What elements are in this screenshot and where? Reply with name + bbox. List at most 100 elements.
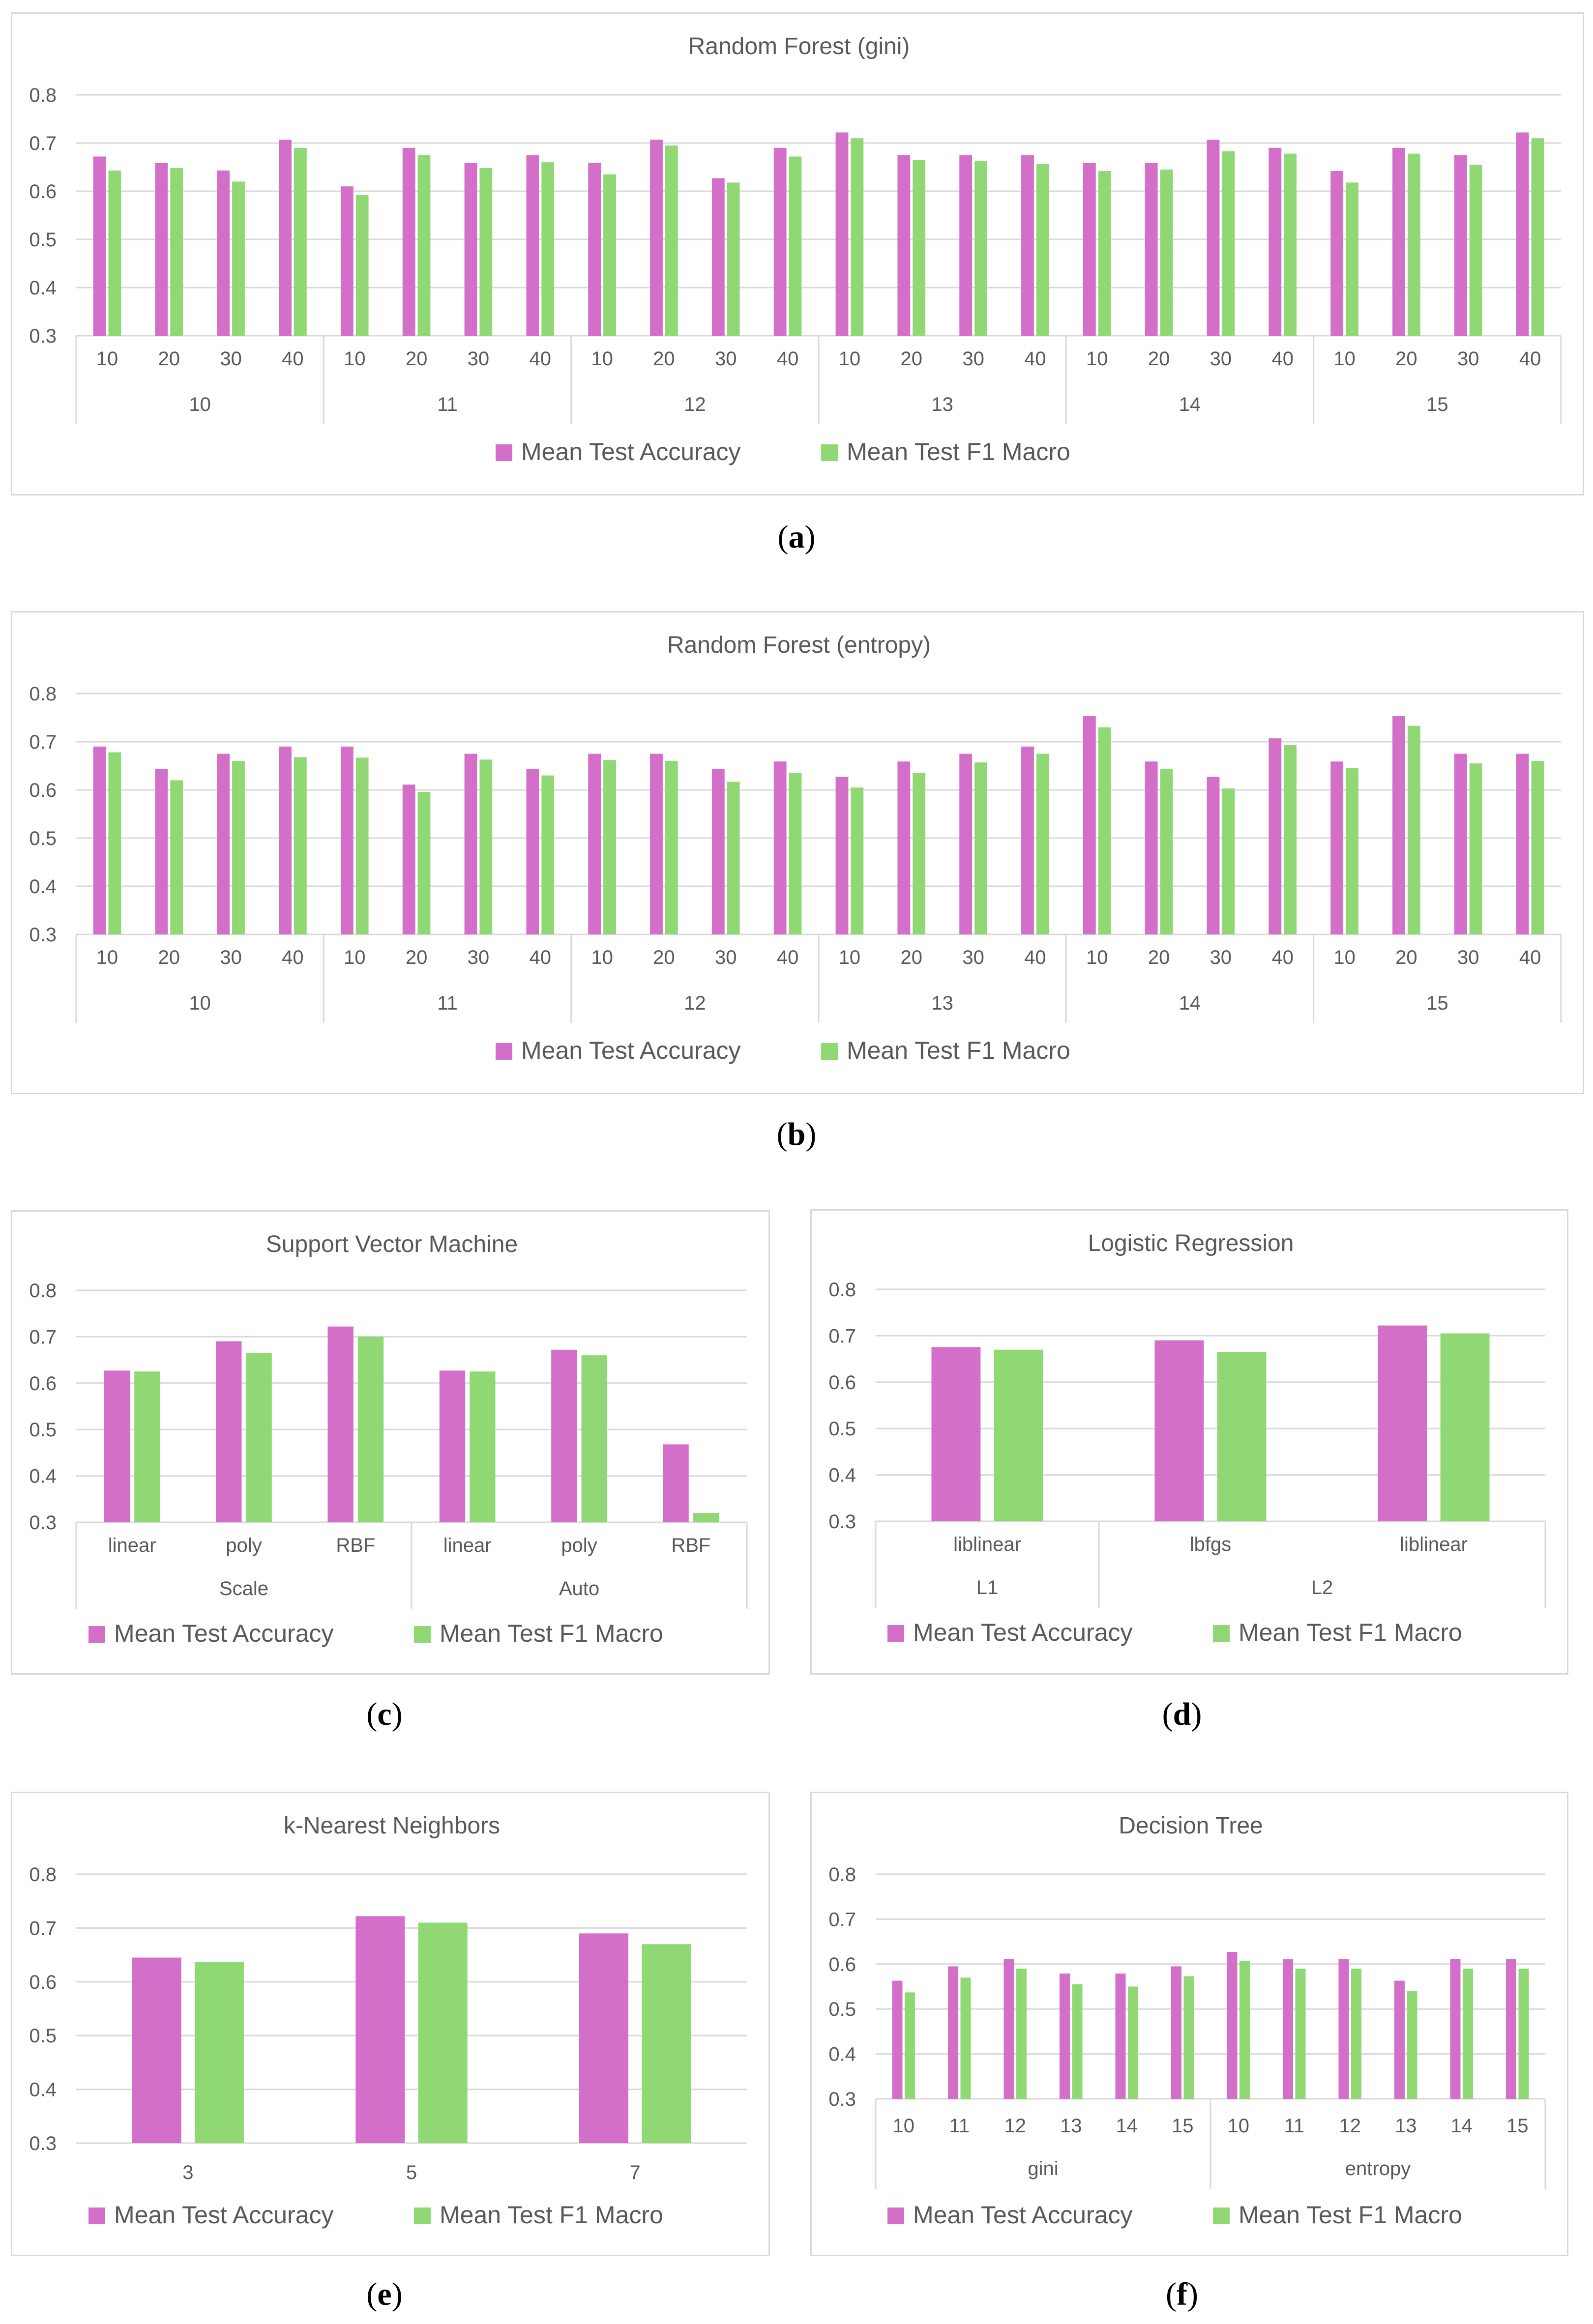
bar-mean-test-accuracy [439,1370,466,1522]
legend-swatch-f1 [414,1626,431,1643]
subfigure-label-a: (a) [777,519,816,555]
bar-mean-test-accuracy [1338,1959,1349,2099]
x-tick-label: 11 [949,2115,970,2137]
x-tick-label: 10 [839,947,861,968]
x-tick-label: 30 [1457,947,1479,968]
bar-mean-test-f1-macro [727,182,740,336]
bar-mean-test-accuracy [711,178,725,336]
bar-mean-test-accuracy [1083,163,1096,336]
bar-mean-test-accuracy [279,746,292,934]
chart-title: Random Forest (gini) [688,33,910,59]
legend-label-f1: Mean Test F1 Macro [1239,2201,1462,2229]
bar-mean-test-accuracy [1330,761,1344,934]
chart-panel-e: k-Nearest Neighbors 0.3 0.4 0.5 0.6 0.7 0.8 3 5 7… [11,1792,770,2256]
group-label: 13 [931,992,953,1014]
bar-mean-test-f1-macro [357,1336,384,1522]
bar-mean-test-f1-macro [108,170,121,336]
y-tick-label: 0.6 [29,181,57,203]
bar-mean-test-accuracy [464,754,477,934]
x-tick-label: 10 [1086,947,1108,968]
x-tick-label: 10 [839,348,861,370]
chart-title: Support Vector Machine [266,1231,518,1257]
y-tick-label: 0.7 [29,133,57,154]
bar-mean-test-f1-macro [1284,153,1297,336]
bar-mean-test-f1-macro [1407,1991,1417,2099]
bar-mean-test-accuracy [959,754,973,934]
group-label: 14 [1179,992,1201,1014]
bar-mean-test-accuracy [217,754,230,934]
bar-mean-test-f1-macro [1351,1968,1362,2099]
chart-panel-d: Logistic Regression 0.3 0.4 0.5 0.6 0.7 0.8 lib… [810,1209,1568,1675]
x-tick-label: 14 [1451,2115,1473,2137]
x-tick-label: 30 [962,348,984,370]
y-tick-label: 0.4 [29,876,57,898]
bar-mean-test-accuracy [464,163,477,336]
group-label: entropy [1345,2158,1411,2179]
bar-mean-test-accuracy [892,1980,903,2099]
x-tick-label: poly [226,1535,262,1556]
x-tick-label: 10 [1086,348,1108,370]
bar-mean-test-f1-macro [974,762,987,934]
bar-mean-test-f1-macro [170,780,183,934]
x-tick-label: 30 [468,947,490,968]
chart-svg-a: Random Forest (gini) 0.3 0.4 0.5 0.6 0.7 0.8 10… [29,33,1562,465]
bar-mean-test-f1-macro [418,1922,468,2143]
bar-mean-test-f1-macro [642,1944,691,2143]
group-label: 11 [437,394,458,415]
chart-panel-c: Support Vector Machine 0.3 0.4 0.5 0.6 0.7 0.8… [11,1210,770,1675]
bar-mean-test-accuracy [1516,754,1529,934]
bar-mean-test-accuracy [1392,716,1405,934]
legend-label-f1: Mean Test F1 Macro [847,1037,1070,1064]
group-label: 10 [189,992,211,1014]
x-tick-label: 40 [282,947,304,968]
x-tick-label: linear [443,1535,492,1556]
bar-mean-test-f1-macro [1284,745,1297,934]
bar-mean-test-f1-macro [1183,1976,1194,2099]
bar-mean-test-accuracy [93,746,106,934]
x-tick-label: 30 [468,348,490,370]
bar-mean-test-accuracy [1282,1959,1293,2099]
bar-mean-test-accuracy [155,163,168,336]
bar-mean-test-f1-macro [789,156,802,336]
y-tick-label: 0.5 [29,2025,57,2047]
group-label: L2 [1311,1577,1333,1598]
y-tick-label: 0.3 [29,2133,57,2154]
y-tick-label: 0.3 [29,924,57,946]
bar-mean-test-accuracy [1505,1959,1516,2099]
x-tick-label: 40 [530,947,552,968]
bar-mean-test-f1-macro [960,1977,971,2099]
y-tick-label: 0.7 [828,1325,856,1347]
y-tick-label: 0.3 [29,325,57,347]
x-tick-label: 30 [1457,348,1479,370]
bar-mean-test-accuracy [402,784,415,934]
bar-mean-test-f1-macro [232,761,245,934]
legend-swatch-accuracy [88,2208,105,2224]
x-tick-label: RBF [671,1535,710,1556]
bar-mean-test-accuracy [773,761,787,934]
group-label: 11 [437,992,458,1014]
bar-mean-test-f1-macro [541,775,555,934]
bar-mean-test-f1-macro [479,168,493,336]
legend-swatch-f1 [414,2208,431,2224]
x-tick-label: 13 [1395,2115,1417,2137]
legend-label-accuracy: Mean Test Accuracy [114,2201,334,2229]
bar-mean-test-f1-macro [1016,1968,1027,2099]
legend-label-accuracy: Mean Test Accuracy [521,438,741,465]
bar-mean-test-accuracy [216,1341,242,1522]
bar-mean-test-accuracy [1516,132,1529,336]
legend-swatch-f1 [821,444,838,461]
bar-mean-test-f1-macro [1469,763,1482,934]
x-tick-label: 30 [962,947,984,968]
bar-mean-test-accuracy [340,186,354,336]
bar-mean-test-accuracy [340,746,354,934]
y-tick-label: 0.5 [29,229,57,251]
bar-mean-test-accuracy [773,147,787,336]
bar-mean-test-f1-macro [417,791,431,934]
bar-mean-test-accuracy [1454,754,1467,934]
bar-mean-test-f1-macro [1239,1961,1250,2099]
bar-mean-test-f1-macro [1098,171,1111,336]
bar-mean-test-accuracy [711,769,725,934]
y-tick-label: 0.6 [29,780,57,801]
bar-mean-test-f1-macro [479,759,493,934]
y-tick-label: 0.6 [828,1954,856,1975]
